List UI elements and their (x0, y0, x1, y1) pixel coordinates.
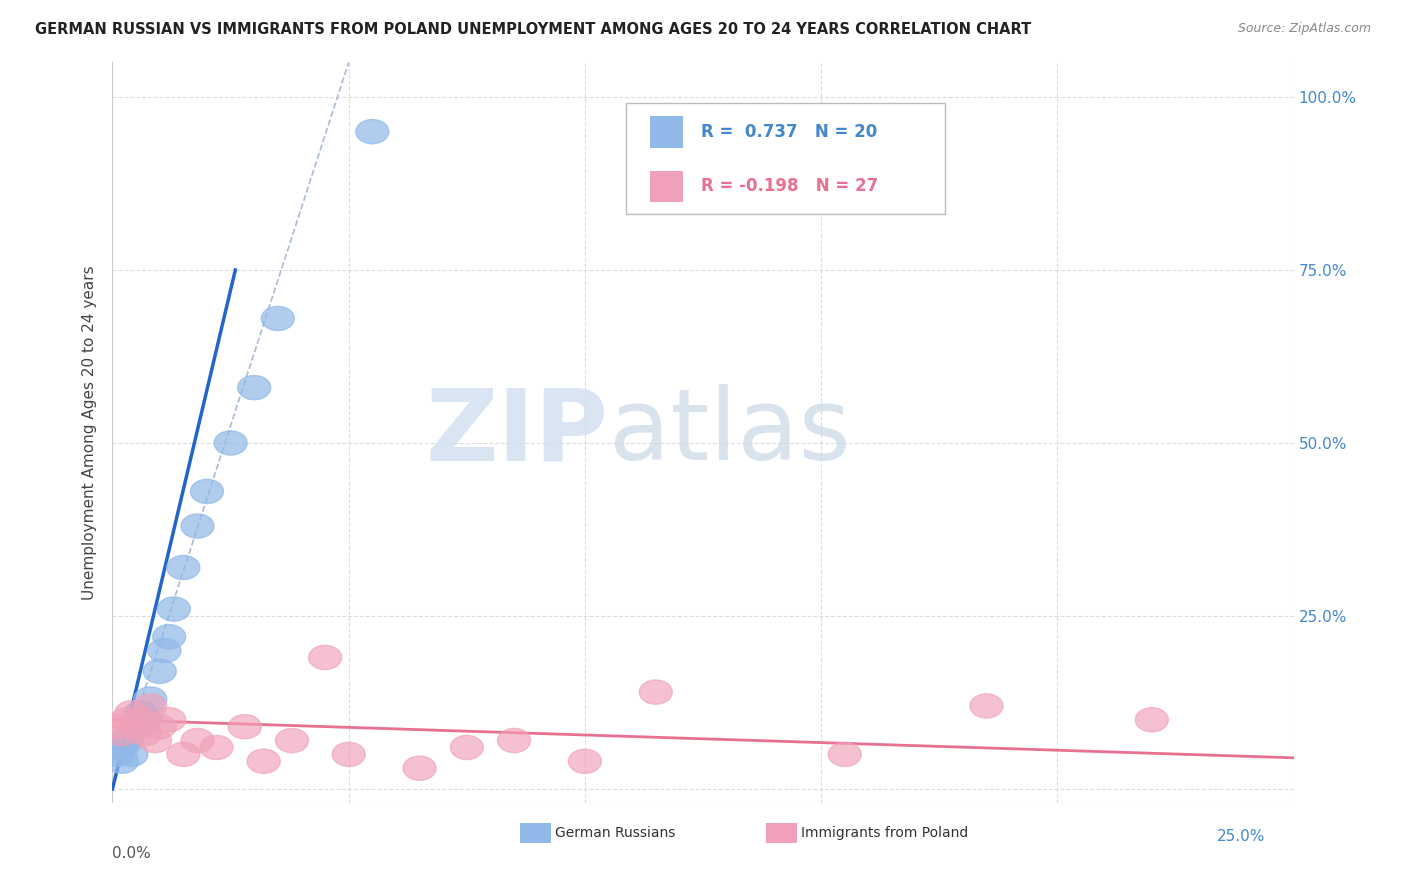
FancyBboxPatch shape (626, 103, 945, 214)
Ellipse shape (101, 714, 134, 739)
Ellipse shape (124, 701, 157, 725)
Ellipse shape (498, 729, 530, 753)
Ellipse shape (356, 120, 389, 144)
Text: Immigrants from Poland: Immigrants from Poland (801, 826, 969, 840)
Y-axis label: Unemployment Among Ages 20 to 24 years: Unemployment Among Ages 20 to 24 years (82, 265, 97, 600)
Ellipse shape (153, 624, 186, 648)
Ellipse shape (110, 707, 143, 731)
Ellipse shape (129, 707, 162, 731)
Ellipse shape (640, 680, 672, 704)
Ellipse shape (970, 694, 1002, 718)
Ellipse shape (181, 514, 214, 538)
Ellipse shape (228, 714, 262, 739)
Text: 0.0%: 0.0% (112, 847, 152, 862)
Ellipse shape (157, 597, 190, 621)
Ellipse shape (134, 687, 167, 711)
Ellipse shape (308, 646, 342, 670)
Ellipse shape (568, 749, 602, 773)
Text: R =  0.737   N = 20: R = 0.737 N = 20 (700, 123, 877, 141)
Ellipse shape (101, 742, 134, 766)
Ellipse shape (181, 729, 214, 753)
Ellipse shape (115, 701, 148, 725)
Bar (650, 170, 683, 202)
Ellipse shape (105, 749, 138, 773)
Text: GERMAN RUSSIAN VS IMMIGRANTS FROM POLAND UNEMPLOYMENT AMONG AGES 20 TO 24 YEARS : GERMAN RUSSIAN VS IMMIGRANTS FROM POLAND… (35, 22, 1032, 37)
Ellipse shape (120, 714, 153, 739)
Ellipse shape (153, 707, 186, 731)
Ellipse shape (1135, 707, 1168, 731)
Ellipse shape (450, 735, 484, 760)
Text: R = -0.198   N = 27: R = -0.198 N = 27 (700, 178, 877, 195)
Ellipse shape (115, 742, 148, 766)
Text: German Russians: German Russians (555, 826, 676, 840)
Ellipse shape (276, 729, 308, 753)
Text: 25.0%: 25.0% (1218, 830, 1265, 844)
Ellipse shape (129, 722, 162, 746)
Ellipse shape (134, 694, 167, 718)
Ellipse shape (238, 376, 271, 400)
Text: Source: ZipAtlas.com: Source: ZipAtlas.com (1237, 22, 1371, 36)
Ellipse shape (143, 659, 176, 683)
Ellipse shape (332, 742, 366, 766)
Ellipse shape (190, 479, 224, 504)
Ellipse shape (200, 735, 233, 760)
Ellipse shape (124, 707, 157, 731)
Ellipse shape (262, 306, 294, 331)
Text: atlas: atlas (609, 384, 851, 481)
Ellipse shape (828, 742, 862, 766)
Ellipse shape (110, 729, 143, 753)
Ellipse shape (247, 749, 280, 773)
Ellipse shape (167, 742, 200, 766)
Ellipse shape (167, 556, 200, 580)
Ellipse shape (105, 735, 138, 760)
Ellipse shape (148, 639, 181, 663)
Ellipse shape (143, 714, 176, 739)
Ellipse shape (120, 714, 153, 739)
Ellipse shape (105, 722, 138, 746)
Text: ZIP: ZIP (426, 384, 609, 481)
Ellipse shape (214, 431, 247, 455)
Ellipse shape (404, 756, 436, 780)
Bar (650, 117, 683, 147)
Ellipse shape (138, 729, 172, 753)
